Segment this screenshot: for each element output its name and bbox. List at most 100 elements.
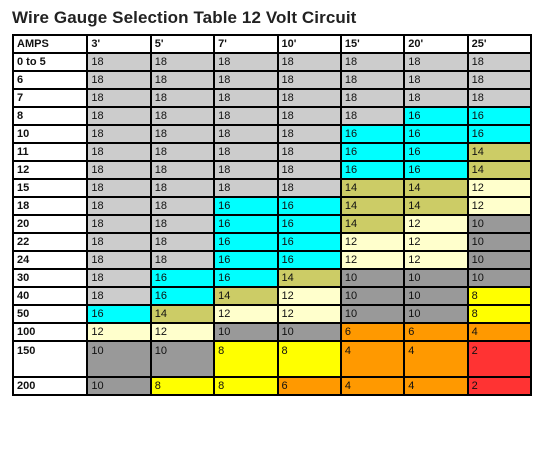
- gauge-cell: 8: [214, 341, 278, 377]
- gauge-cell: 12: [340, 251, 405, 269]
- gauge-cell: 18: [214, 71, 278, 89]
- gauge-cell: 16: [277, 251, 341, 269]
- gauge-cell: 16: [404, 161, 468, 179]
- gauge-cell: 18: [87, 197, 151, 215]
- row-header-amps: 15: [13, 179, 88, 197]
- gauge-cell: 18: [87, 89, 151, 107]
- gauge-cell: 16: [214, 233, 278, 251]
- gauge-cell: 2: [467, 341, 531, 377]
- gauge-cell: 18: [340, 89, 405, 107]
- gauge-cell: 18: [404, 89, 468, 107]
- gauge-cell: 14: [277, 269, 341, 287]
- gauge-cell: 10: [467, 233, 531, 251]
- row-header-amps: 7: [13, 89, 88, 107]
- gauge-cell: 18: [340, 107, 405, 125]
- gauge-cell: 10: [340, 269, 405, 287]
- gauge-cell: 8: [277, 341, 341, 377]
- gauge-cell: 10: [277, 323, 341, 341]
- gauge-cell: 8: [150, 377, 215, 395]
- gauge-cell: 18: [150, 89, 215, 107]
- gauge-cell: 18: [277, 161, 341, 179]
- gauge-cell: 18: [340, 53, 405, 71]
- gauge-cell: 18: [150, 251, 215, 269]
- gauge-cell: 18: [150, 107, 215, 125]
- table-row: 150 10 10 8 8 4 4 2: [13, 341, 531, 377]
- gauge-cell: 16: [214, 215, 278, 233]
- gauge-cell: 10: [467, 251, 531, 269]
- gauge-cell: 10: [467, 269, 531, 287]
- row-header-amps: 12: [13, 161, 88, 179]
- gauge-cell: 18: [87, 107, 151, 125]
- gauge-cell: 8: [467, 287, 531, 305]
- gauge-cell: 18: [150, 161, 215, 179]
- table-row: 15 18 18 18 18 14 14 12: [13, 179, 531, 197]
- gauge-cell: 10: [87, 377, 151, 395]
- gauge-cell: 12: [340, 233, 405, 251]
- gauge-cell: 18: [87, 53, 151, 71]
- gauge-cell: 10: [87, 341, 151, 377]
- column-header: 5': [150, 35, 215, 53]
- gauge-cell: 12: [150, 323, 215, 341]
- gauge-cell: 14: [404, 179, 468, 197]
- gauge-cell: 10: [340, 287, 405, 305]
- column-header: 20': [404, 35, 468, 53]
- gauge-cell: 10: [214, 323, 278, 341]
- table-row: 100 12 12 10 10 6 6 4: [13, 323, 531, 341]
- gauge-cell: 18: [277, 71, 341, 89]
- gauge-cell: 14: [467, 143, 531, 161]
- gauge-cell: 18: [150, 143, 215, 161]
- page-title: Wire Gauge Selection Table 12 Volt Circu…: [12, 8, 357, 27]
- gauge-cell: 12: [404, 233, 468, 251]
- gauge-cell: 14: [404, 197, 468, 215]
- gauge-cell: 10: [404, 305, 468, 323]
- column-header: 15': [340, 35, 405, 53]
- gauge-cell: 12: [87, 323, 151, 341]
- header-row: AMPS 3' 5' 7' 10' 15' 20' 25': [13, 35, 531, 53]
- table-row: 30 18 16 16 14 10 10 10: [13, 269, 531, 287]
- table-body: 0 to 5 18 18 18 18 18 18 18 6 18 18 18 18 18 18 18 7 18 18…: [13, 53, 531, 395]
- gauge-cell: 18: [87, 71, 151, 89]
- table-row: 50 16 14 12 12 10 10 8: [13, 305, 531, 323]
- gauge-cell: 10: [404, 287, 468, 305]
- gauge-cell: 8: [214, 377, 278, 395]
- gauge-cell: 18: [467, 53, 531, 71]
- gauge-cell: 12: [404, 215, 468, 233]
- gauge-cell: 18: [214, 53, 278, 71]
- row-header-amps: 24: [13, 251, 88, 269]
- gauge-cell: 4: [340, 341, 405, 377]
- table-row: 40 18 16 14 12 10 10 8: [13, 287, 531, 305]
- gauge-cell: 12: [467, 197, 531, 215]
- gauge-cell: 18: [214, 143, 278, 161]
- gauge-cell: 10: [404, 269, 468, 287]
- gauge-cell: 14: [340, 179, 405, 197]
- gauge-cell: 18: [87, 251, 151, 269]
- gauge-cell: 12: [467, 179, 531, 197]
- gauge-cell: 18: [150, 179, 215, 197]
- gauge-cell: 18: [404, 71, 468, 89]
- gauge-cell: 18: [277, 143, 341, 161]
- gauge-cell: 14: [340, 197, 405, 215]
- table-row: 8 18 18 18 18 18 16 16: [13, 107, 531, 125]
- gauge-cell: 18: [277, 89, 341, 107]
- row-header-amps: 6: [13, 71, 88, 89]
- gauge-cell: 18: [87, 287, 151, 305]
- gauge-cell: 18: [87, 269, 151, 287]
- gauge-cell: 12: [277, 287, 341, 305]
- gauge-cell: 18: [87, 215, 151, 233]
- gauge-cell: 18: [214, 125, 278, 143]
- gauge-cell: 12: [214, 305, 278, 323]
- gauge-cell: 18: [150, 125, 215, 143]
- row-header-amps: 30: [13, 269, 88, 287]
- gauge-cell: 10: [150, 341, 215, 377]
- row-header-amps: 40: [13, 287, 88, 305]
- gauge-cell: 16: [150, 287, 215, 305]
- gauge-cell: 4: [340, 377, 405, 395]
- gauge-cell: 6: [340, 323, 405, 341]
- gauge-cell: 14: [214, 287, 278, 305]
- gauge-cell: 18: [277, 125, 341, 143]
- gauge-cell: 18: [150, 71, 215, 89]
- gauge-cell: 2: [467, 377, 531, 395]
- gauge-cell: 16: [404, 125, 468, 143]
- gauge-cell: 18: [277, 179, 341, 197]
